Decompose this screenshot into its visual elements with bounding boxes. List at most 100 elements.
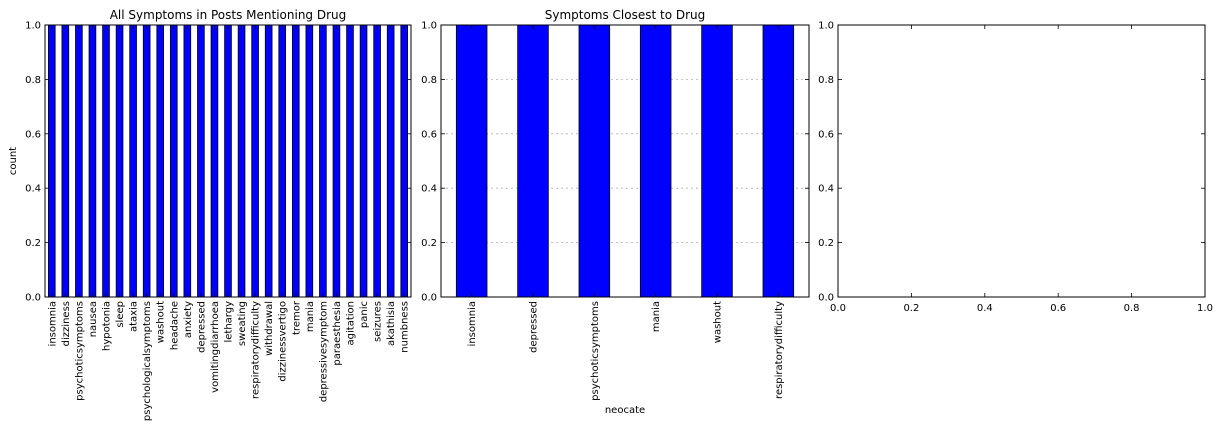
y-tick-label: 0.8 <box>25 75 41 86</box>
x-tick-label: depressed <box>529 301 540 353</box>
y-tick-label: 0.6 <box>818 129 834 140</box>
x-tick-label: washout <box>156 301 167 343</box>
x-tick-label: psychologicalsymptoms <box>142 301 153 421</box>
x-tick-label: akathisia <box>386 301 397 346</box>
bar <box>156 24 165 298</box>
x-tick-label: psychoticsymptoms <box>590 301 601 401</box>
bar <box>251 24 259 298</box>
bar <box>237 24 246 298</box>
x-tick-label: hypotonia <box>102 301 113 351</box>
x-tick-label: insomnia <box>467 301 478 346</box>
y-tick-label: 0.4 <box>421 184 437 195</box>
y-tick-label: 0.8 <box>818 75 834 86</box>
bar <box>359 24 368 298</box>
x-tick-label: mania <box>305 301 316 332</box>
x-tick-label: numbness <box>400 301 411 353</box>
y-tick-label: 0.4 <box>25 184 41 195</box>
y-tick-label: 0.2 <box>818 238 834 249</box>
bar <box>197 24 205 298</box>
bar <box>183 24 192 298</box>
x-tick-label: panic <box>359 301 370 328</box>
bar <box>129 24 137 298</box>
y-tick-label: 0.0 <box>421 293 437 304</box>
bar <box>102 24 110 298</box>
x-tick-label: tremor <box>291 300 302 335</box>
y-tick-label: 0.8 <box>421 75 437 86</box>
bar <box>332 24 341 298</box>
x-tick-label: depressed <box>196 301 207 353</box>
bar <box>346 24 354 298</box>
x-tick-label: 0.8 <box>1124 303 1140 314</box>
x-tick-label: dizziness <box>61 301 72 346</box>
x-tick-label: psychoticsymptoms <box>74 301 85 401</box>
bar <box>224 24 232 298</box>
bar <box>47 24 56 298</box>
x-tick-label: withdrawal <box>264 301 275 356</box>
y-tick-label: 0.6 <box>25 129 41 140</box>
x-tick-label: lethargy <box>224 301 235 343</box>
bar <box>639 24 672 298</box>
axes-frame <box>440 24 810 298</box>
y-tick-label: 0.2 <box>25 238 41 249</box>
x-tick-label: headache <box>169 301 180 350</box>
x-tick-label: dizzinessvertigo <box>278 301 289 382</box>
x-tick-label: ataxia <box>129 301 140 332</box>
y-tick-label: 1.0 <box>818 21 834 32</box>
x-tick-label: sleep <box>115 301 126 328</box>
chart-1: insomnia dizziness psychoticsymptoms nausea… <box>8 8 412 421</box>
y-tick-label: 0.4 <box>818 184 834 195</box>
x-tick-label: seizures <box>373 301 384 342</box>
y-tick-label: 1.0 <box>421 21 437 32</box>
axes-frame <box>44 24 412 298</box>
bar <box>517 24 549 298</box>
bar <box>701 24 733 298</box>
x-tick-label: 0.4 <box>977 303 993 314</box>
x-tick-label: vomitingdiarrhoea <box>210 301 221 393</box>
x-tick-label: nausea <box>88 301 99 337</box>
x-tick-label: 0.6 <box>1050 303 1066 314</box>
y-tick-label: 0.0 <box>25 293 41 304</box>
y-tick-label: 0.2 <box>421 238 437 249</box>
x-tick-label: insomnia <box>47 301 58 346</box>
chart-2: insomnia depressed psychoticsymptoms mania w… <box>421 8 810 416</box>
x-tick-label: 1.0 <box>1197 303 1213 314</box>
chart-title: Symptoms Closest to Drug <box>545 8 706 22</box>
bar <box>291 24 300 298</box>
x-axis-label: neocate <box>605 405 645 416</box>
x-tick-label: respiratorydifficulty <box>251 301 262 399</box>
bar <box>115 24 124 298</box>
axes-frame <box>837 24 1206 298</box>
x-tick-label: agitation <box>346 301 357 345</box>
x-tick-label: 0.0 <box>830 303 846 314</box>
bar <box>400 24 409 298</box>
bar <box>61 24 70 298</box>
bar <box>386 24 395 298</box>
bar <box>169 24 178 298</box>
x-tick-label: 0.2 <box>903 303 919 314</box>
bar <box>305 24 314 298</box>
bar <box>142 24 151 298</box>
bar <box>455 24 488 298</box>
chart-title: All Symptoms in Posts Mentioning Drug <box>110 8 347 22</box>
x-tick-label: washout <box>713 301 724 343</box>
bar <box>264 24 273 298</box>
bar <box>373 24 381 298</box>
bar <box>210 24 219 298</box>
x-tick-label: anxiety <box>183 301 194 338</box>
bar <box>75 24 83 298</box>
bar <box>278 24 287 298</box>
x-tick-label: mania <box>651 301 662 332</box>
y-tick-label: 1.0 <box>25 21 41 32</box>
bar <box>319 24 327 298</box>
x-tick-label: sweating <box>237 301 248 346</box>
x-tick-label: depressivesymptom <box>318 301 329 402</box>
y-tick-label: 0.6 <box>421 129 437 140</box>
x-tick-label: paraesthesia <box>332 301 343 366</box>
bar <box>88 24 97 298</box>
bar <box>762 24 795 298</box>
y-tick-label: 0.0 <box>818 293 834 304</box>
chart-3: 0.0 0.2 0.4 0.6 0.8 1.0 0.0 0.2 0.4 0.6 0.8 1.0 <box>818 21 1213 315</box>
y-axis-label: count <box>8 147 19 175</box>
bar <box>578 24 611 298</box>
